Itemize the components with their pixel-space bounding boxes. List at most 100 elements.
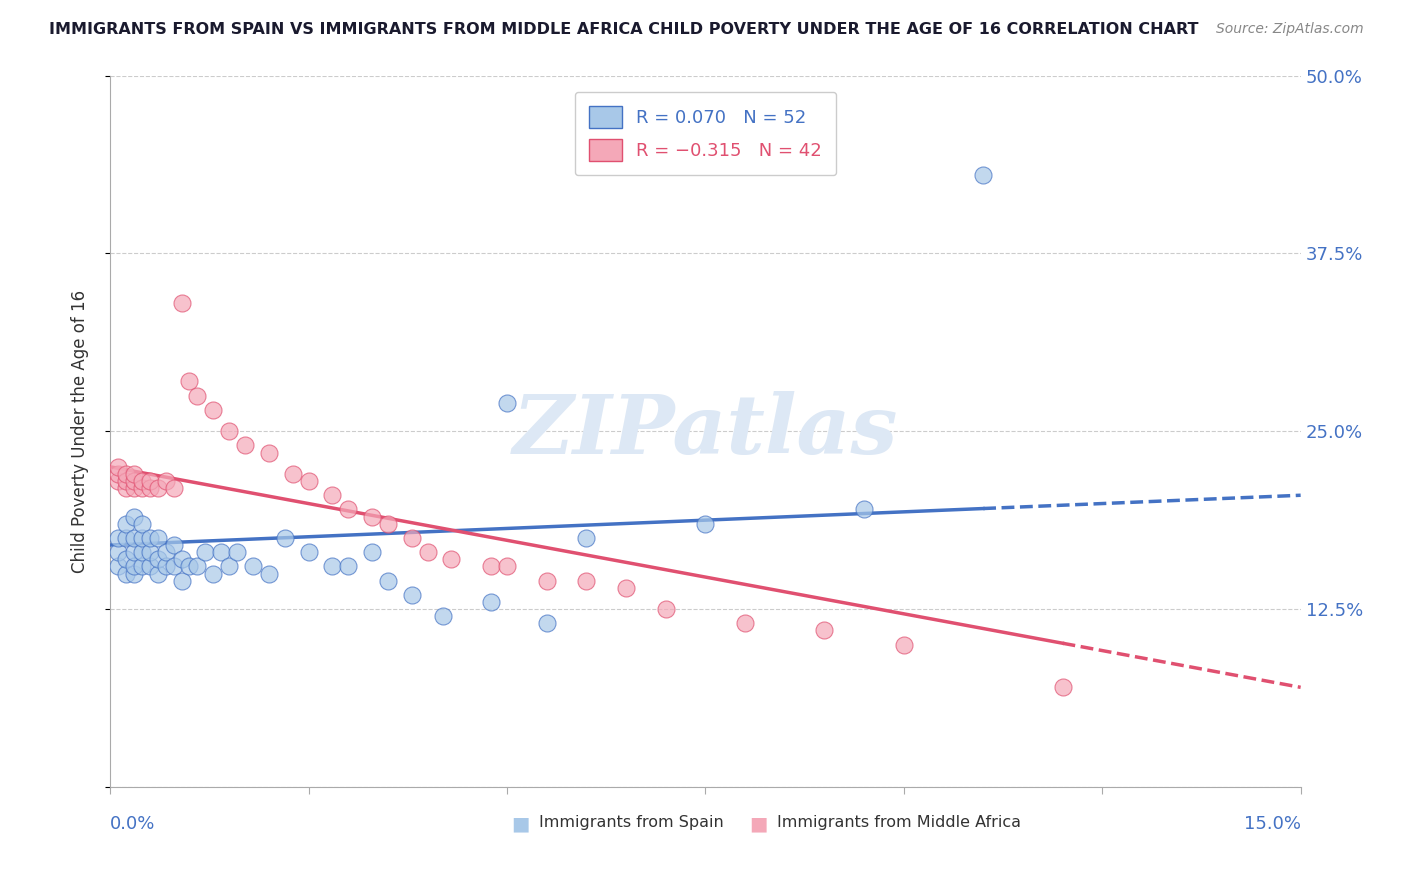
Point xyxy=(202,403,225,417)
Point xyxy=(139,481,162,495)
Point xyxy=(361,509,384,524)
Point xyxy=(131,545,153,559)
Point xyxy=(273,531,295,545)
Point xyxy=(115,552,138,566)
Point xyxy=(233,438,256,452)
Point xyxy=(257,566,280,581)
Point xyxy=(218,424,240,438)
Point xyxy=(202,566,225,581)
Point xyxy=(536,616,558,631)
Point xyxy=(536,574,558,588)
Text: 0.0%: 0.0% xyxy=(110,815,156,833)
Point xyxy=(139,545,162,559)
Point xyxy=(155,545,177,559)
Point xyxy=(115,531,138,545)
Point xyxy=(186,389,208,403)
Point xyxy=(496,396,519,410)
Point xyxy=(218,559,240,574)
Point xyxy=(853,502,876,516)
Point xyxy=(257,445,280,459)
Point xyxy=(107,467,129,481)
Point xyxy=(1052,681,1074,695)
Point xyxy=(479,595,502,609)
Y-axis label: Child Poverty Under the Age of 16: Child Poverty Under the Age of 16 xyxy=(72,290,89,573)
Point xyxy=(107,531,129,545)
Point xyxy=(122,509,145,524)
Point xyxy=(695,516,717,531)
Point xyxy=(146,566,169,581)
Point xyxy=(416,545,439,559)
Point xyxy=(377,516,399,531)
Point xyxy=(139,559,162,574)
Point xyxy=(321,559,343,574)
Text: 15.0%: 15.0% xyxy=(1244,815,1301,833)
Point xyxy=(122,467,145,481)
Point xyxy=(972,168,994,182)
Point xyxy=(297,474,319,488)
Text: ■: ■ xyxy=(512,814,530,833)
Point xyxy=(321,488,343,502)
Point xyxy=(209,545,232,559)
Point xyxy=(115,474,138,488)
Point xyxy=(401,588,423,602)
Point xyxy=(170,296,193,310)
Point xyxy=(479,559,502,574)
Point xyxy=(122,474,145,488)
Point xyxy=(131,559,153,574)
Point xyxy=(146,552,169,566)
Point xyxy=(440,552,463,566)
Point xyxy=(575,574,598,588)
Point xyxy=(226,545,249,559)
Point xyxy=(361,545,384,559)
Point xyxy=(107,559,129,574)
Point xyxy=(107,474,129,488)
Point xyxy=(115,516,138,531)
Point xyxy=(297,545,319,559)
Point xyxy=(122,481,145,495)
Point xyxy=(131,531,153,545)
Point xyxy=(179,375,201,389)
Point xyxy=(170,574,193,588)
Point xyxy=(115,481,138,495)
Point xyxy=(337,502,360,516)
Point xyxy=(146,531,169,545)
Point xyxy=(170,552,193,566)
Point xyxy=(893,638,915,652)
Text: ZIPatlas: ZIPatlas xyxy=(513,392,898,471)
Point xyxy=(432,609,454,624)
Point xyxy=(122,566,145,581)
Point xyxy=(575,531,598,545)
Point xyxy=(614,581,637,595)
Point xyxy=(155,559,177,574)
Point xyxy=(162,538,184,552)
Point xyxy=(107,545,129,559)
Point xyxy=(122,545,145,559)
Point xyxy=(162,559,184,574)
Point xyxy=(139,474,162,488)
Point xyxy=(179,559,201,574)
Point xyxy=(194,545,217,559)
Point xyxy=(131,516,153,531)
Point xyxy=(131,474,153,488)
Text: Immigrants from Spain: Immigrants from Spain xyxy=(538,815,724,830)
Text: Immigrants from Middle Africa: Immigrants from Middle Africa xyxy=(776,815,1021,830)
Point xyxy=(146,481,169,495)
Point xyxy=(734,616,756,631)
Point xyxy=(122,559,145,574)
Point xyxy=(162,481,184,495)
Text: IMMIGRANTS FROM SPAIN VS IMMIGRANTS FROM MIDDLE AFRICA CHILD POVERTY UNDER THE A: IMMIGRANTS FROM SPAIN VS IMMIGRANTS FROM… xyxy=(49,22,1199,37)
Text: Source: ZipAtlas.com: Source: ZipAtlas.com xyxy=(1216,22,1364,37)
Point xyxy=(139,531,162,545)
Point xyxy=(813,624,835,638)
Point xyxy=(107,459,129,474)
Text: ■: ■ xyxy=(749,814,768,833)
Point xyxy=(281,467,304,481)
Point xyxy=(654,602,676,616)
Point xyxy=(115,467,138,481)
Point xyxy=(115,566,138,581)
Point xyxy=(131,481,153,495)
Point xyxy=(401,531,423,545)
Point xyxy=(186,559,208,574)
Point xyxy=(242,559,264,574)
Point xyxy=(377,574,399,588)
